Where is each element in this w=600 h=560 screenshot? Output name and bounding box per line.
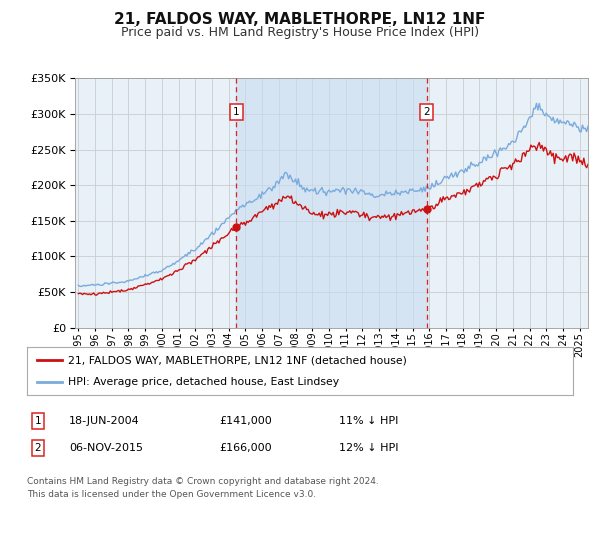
Text: Price paid vs. HM Land Registry's House Price Index (HPI): Price paid vs. HM Land Registry's House …	[121, 26, 479, 39]
Text: 06-NOV-2015: 06-NOV-2015	[69, 443, 143, 453]
Text: 18-JUN-2004: 18-JUN-2004	[69, 416, 140, 426]
Text: 21, FALDOS WAY, MABLETHORPE, LN12 1NF: 21, FALDOS WAY, MABLETHORPE, LN12 1NF	[115, 12, 485, 27]
Text: 21, FALDOS WAY, MABLETHORPE, LN12 1NF (detached house): 21, FALDOS WAY, MABLETHORPE, LN12 1NF (d…	[68, 355, 407, 365]
Text: 1: 1	[233, 107, 240, 117]
Text: £141,000: £141,000	[219, 416, 272, 426]
Bar	[236, 78, 427, 328]
Text: 12% ↓ HPI: 12% ↓ HPI	[339, 443, 398, 453]
Text: HPI: Average price, detached house, East Lindsey: HPI: Average price, detached house, East…	[68, 377, 339, 387]
Text: 11% ↓ HPI: 11% ↓ HPI	[339, 416, 398, 426]
Text: £166,000: £166,000	[219, 443, 272, 453]
Text: 2: 2	[34, 443, 41, 453]
Text: Contains HM Land Registry data © Crown copyright and database right 2024.
This d: Contains HM Land Registry data © Crown c…	[27, 477, 379, 499]
Text: 2: 2	[423, 107, 430, 117]
Text: 1: 1	[34, 416, 41, 426]
